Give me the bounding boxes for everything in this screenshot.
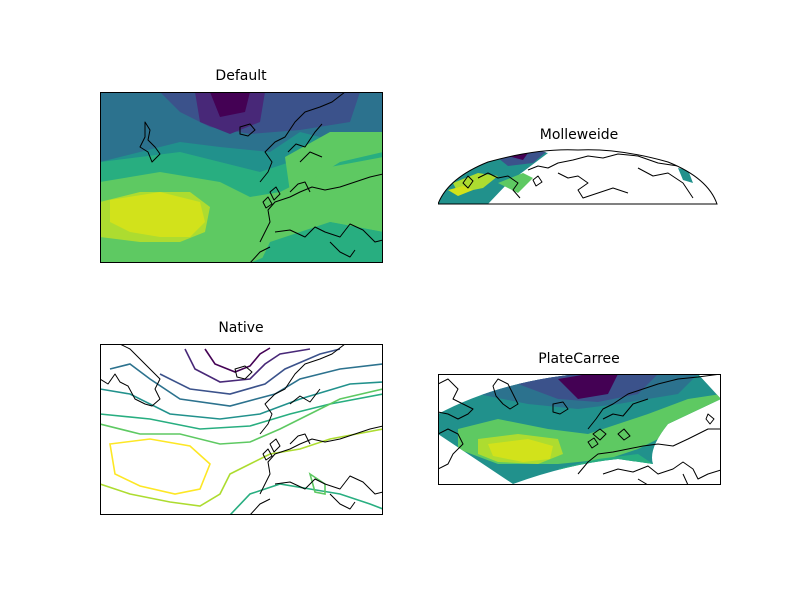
default-coast-iceland xyxy=(239,123,256,137)
native-contour-10 xyxy=(308,472,326,495)
native-coast-greenland xyxy=(100,344,161,407)
platecarree-frame xyxy=(438,374,721,485)
molleweide-coast-islands xyxy=(462,175,543,189)
molleweide-outline xyxy=(438,149,718,205)
panel-title-native: Native xyxy=(218,320,264,336)
native-coast-iceland xyxy=(234,365,253,380)
default-band-core xyxy=(210,92,250,117)
panel-title-molleweide: Molleweide xyxy=(539,127,619,143)
default-map xyxy=(100,92,383,263)
molleweide-band-east xyxy=(678,168,693,183)
native-contour-4 xyxy=(109,363,383,407)
platecarree-coast-greenland xyxy=(492,378,519,410)
platecarree-coast-islands xyxy=(617,413,715,441)
platecarree-coast-iceland xyxy=(552,401,569,415)
default-coast-britain xyxy=(262,186,281,209)
native-contour-9 xyxy=(229,483,383,515)
platecarree-band-yellow xyxy=(488,439,553,462)
platecarree-band-core xyxy=(558,374,618,399)
native-coast-europe xyxy=(249,344,383,515)
molleweide-band-green xyxy=(498,173,533,193)
molleweide-band-yellow xyxy=(448,186,473,196)
native-coast-britain xyxy=(262,438,281,461)
native-contour-2 xyxy=(184,348,311,383)
native-contour-3 xyxy=(159,348,341,395)
native-contour-5 xyxy=(100,381,383,420)
default-frame xyxy=(100,92,383,263)
native-contour-7 xyxy=(100,388,383,445)
native-map xyxy=(100,344,383,515)
native-contour-8 xyxy=(100,428,383,507)
native-contour-yellow xyxy=(109,438,211,495)
panel-title-platecarree: PlateCarree xyxy=(538,351,620,367)
molleweide-map xyxy=(438,148,718,205)
platecarree-map xyxy=(438,374,721,485)
default-band-south xyxy=(260,222,383,263)
default-coast-europe xyxy=(249,92,383,263)
native-frame xyxy=(100,344,383,515)
molleweide-coast xyxy=(477,153,699,199)
default-band-green-ne xyxy=(285,132,383,192)
default-coast-greenland xyxy=(139,121,161,163)
platecarree-coast-europe xyxy=(577,374,721,485)
platecarree-coast-america xyxy=(438,378,474,470)
molleweide-band-core xyxy=(508,153,528,160)
native-contour-1 xyxy=(204,347,271,373)
panel-title-default: Default xyxy=(215,68,267,84)
default-band-yellow xyxy=(110,192,205,237)
